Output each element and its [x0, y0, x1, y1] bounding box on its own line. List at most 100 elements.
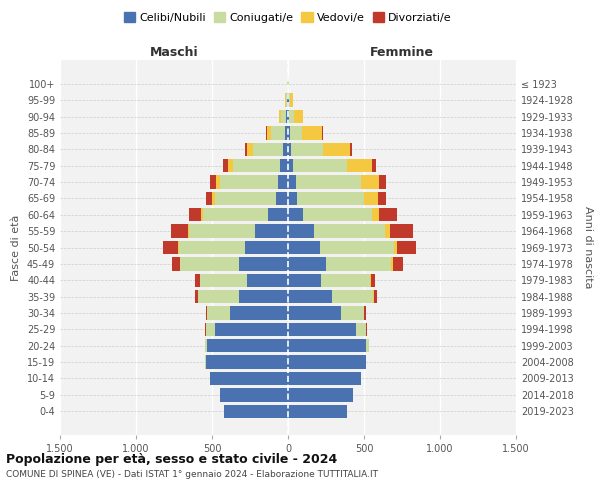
Bar: [323, 142, 350, 156]
Bar: [377, 192, 386, 205]
Bar: [163, 241, 178, 254]
Bar: [370, 274, 371, 287]
Text: Maschi: Maschi: [149, 46, 199, 59]
Bar: [332, 290, 373, 304]
Text: COMUNE DI SPINEA (VE) - Dati ISTAT 1° gennaio 2024 - Elaborazione TUTTITALIA.IT: COMUNE DI SPINEA (VE) - Dati ISTAT 1° ge…: [6, 470, 378, 479]
Bar: [212, 192, 215, 205]
Bar: [200, 274, 247, 287]
Bar: [289, 94, 290, 107]
Bar: [205, 356, 206, 369]
Bar: [171, 224, 188, 238]
Bar: [254, 224, 288, 238]
Bar: [230, 306, 288, 320]
Bar: [365, 339, 368, 352]
Bar: [220, 388, 288, 402]
Y-axis label: Anni di nascita: Anni di nascita: [583, 206, 593, 289]
Bar: [287, 94, 288, 107]
Bar: [247, 274, 288, 287]
Bar: [303, 208, 371, 222]
Bar: [288, 126, 290, 140]
Bar: [189, 208, 202, 222]
Bar: [199, 290, 239, 304]
Bar: [279, 110, 281, 123]
Bar: [188, 224, 189, 238]
Bar: [364, 192, 377, 205]
Bar: [208, 306, 230, 320]
Bar: [361, 176, 379, 188]
Bar: [205, 322, 206, 336]
Bar: [322, 126, 323, 140]
Bar: [216, 176, 220, 188]
Bar: [288, 322, 356, 336]
Bar: [288, 356, 365, 369]
Bar: [276, 192, 288, 205]
Bar: [297, 192, 364, 205]
Bar: [206, 322, 215, 336]
Bar: [285, 94, 286, 107]
Bar: [391, 257, 392, 270]
Bar: [365, 356, 366, 369]
Bar: [239, 257, 288, 270]
Bar: [245, 142, 247, 156]
Bar: [286, 110, 288, 123]
Bar: [202, 208, 203, 222]
Bar: [195, 290, 198, 304]
Bar: [385, 224, 390, 238]
Bar: [172, 257, 179, 270]
Bar: [288, 257, 326, 270]
Bar: [288, 388, 353, 402]
Bar: [371, 274, 376, 287]
Bar: [288, 241, 320, 254]
Bar: [189, 224, 254, 238]
Bar: [205, 339, 208, 352]
Bar: [397, 241, 416, 254]
Bar: [296, 176, 361, 188]
Bar: [288, 176, 296, 188]
Bar: [314, 224, 385, 238]
Bar: [356, 322, 366, 336]
Bar: [267, 126, 271, 140]
Bar: [195, 274, 200, 287]
Text: Femmine: Femmine: [370, 46, 434, 59]
Bar: [394, 241, 397, 254]
Bar: [247, 142, 253, 156]
Bar: [208, 339, 288, 352]
Text: Popolazione per età, sesso e stato civile - 2024: Popolazione per età, sesso e stato civil…: [6, 452, 337, 466]
Bar: [293, 159, 347, 172]
Bar: [179, 241, 245, 254]
Bar: [288, 372, 361, 385]
Bar: [288, 159, 293, 172]
Bar: [379, 176, 386, 188]
Legend: Celibi/Nubili, Coniugati/e, Vedovi/e, Divorziati/e: Celibi/Nubili, Coniugati/e, Vedovi/e, Di…: [120, 8, 456, 28]
Bar: [233, 159, 280, 172]
Bar: [288, 208, 303, 222]
Bar: [288, 339, 365, 352]
Bar: [283, 142, 288, 156]
Bar: [281, 110, 286, 123]
Bar: [390, 224, 413, 238]
Bar: [215, 192, 276, 205]
Bar: [253, 142, 283, 156]
Bar: [239, 290, 288, 304]
Bar: [278, 176, 288, 188]
Bar: [289, 110, 294, 123]
Bar: [288, 306, 341, 320]
Bar: [392, 257, 403, 270]
Bar: [206, 356, 288, 369]
Bar: [245, 241, 288, 254]
Bar: [203, 208, 268, 222]
Bar: [290, 94, 293, 107]
Bar: [268, 208, 288, 222]
Bar: [320, 241, 394, 254]
Bar: [285, 126, 288, 140]
Bar: [286, 94, 287, 107]
Bar: [180, 257, 239, 270]
Bar: [341, 306, 364, 320]
Bar: [288, 192, 297, 205]
Bar: [322, 274, 370, 287]
Bar: [288, 290, 332, 304]
Bar: [206, 192, 212, 205]
Bar: [294, 110, 303, 123]
Bar: [290, 126, 302, 140]
Bar: [178, 241, 179, 254]
